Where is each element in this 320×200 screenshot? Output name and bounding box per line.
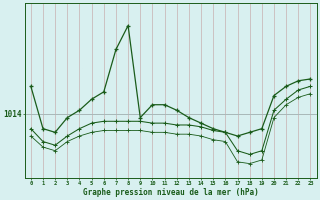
X-axis label: Graphe pression niveau de la mer (hPa): Graphe pression niveau de la mer (hPa) xyxy=(83,188,259,197)
